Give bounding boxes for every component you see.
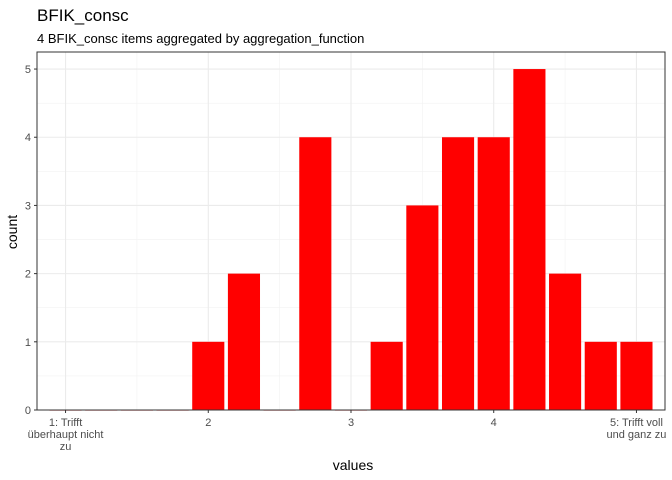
y-axis-title: count [4,215,20,249]
bar [299,137,332,410]
bar [227,273,261,410]
x-tick-label: 5: Trifft voll und ganz zu [606,417,666,441]
x-axis-title: values [333,457,373,473]
bar [406,205,439,410]
bar [513,69,546,411]
y-tick-label: 5 [25,64,31,76]
bar [192,341,225,410]
bar [370,341,403,410]
y-tick-label: 0 [25,405,31,417]
chart-subtitle: 4 BFIK_consc items aggregated by aggrega… [37,31,364,46]
x-tick-label: 4 [491,417,497,429]
y-tick-label: 2 [25,269,31,281]
bar [441,137,475,410]
y-tick-label: 1 [25,337,31,349]
bar [620,341,653,410]
bars [49,69,653,411]
bar [549,273,582,410]
bar [584,341,617,410]
x-tick-label: 2 [205,417,211,429]
axis-ticks: 0 1 2 3 4 5 1: Trifft überhaupt nicht zu 2 3 4 5: Tr… [25,64,667,453]
y-tick-label: 3 [25,200,31,212]
chart-title: BFIK_consc [37,6,129,25]
x-tick-label: 3 [348,417,354,429]
y-tick-label: 4 [25,132,31,144]
bar [477,137,510,410]
x-tick-label: 1: Trifft überhaupt nicht zu [28,417,104,453]
